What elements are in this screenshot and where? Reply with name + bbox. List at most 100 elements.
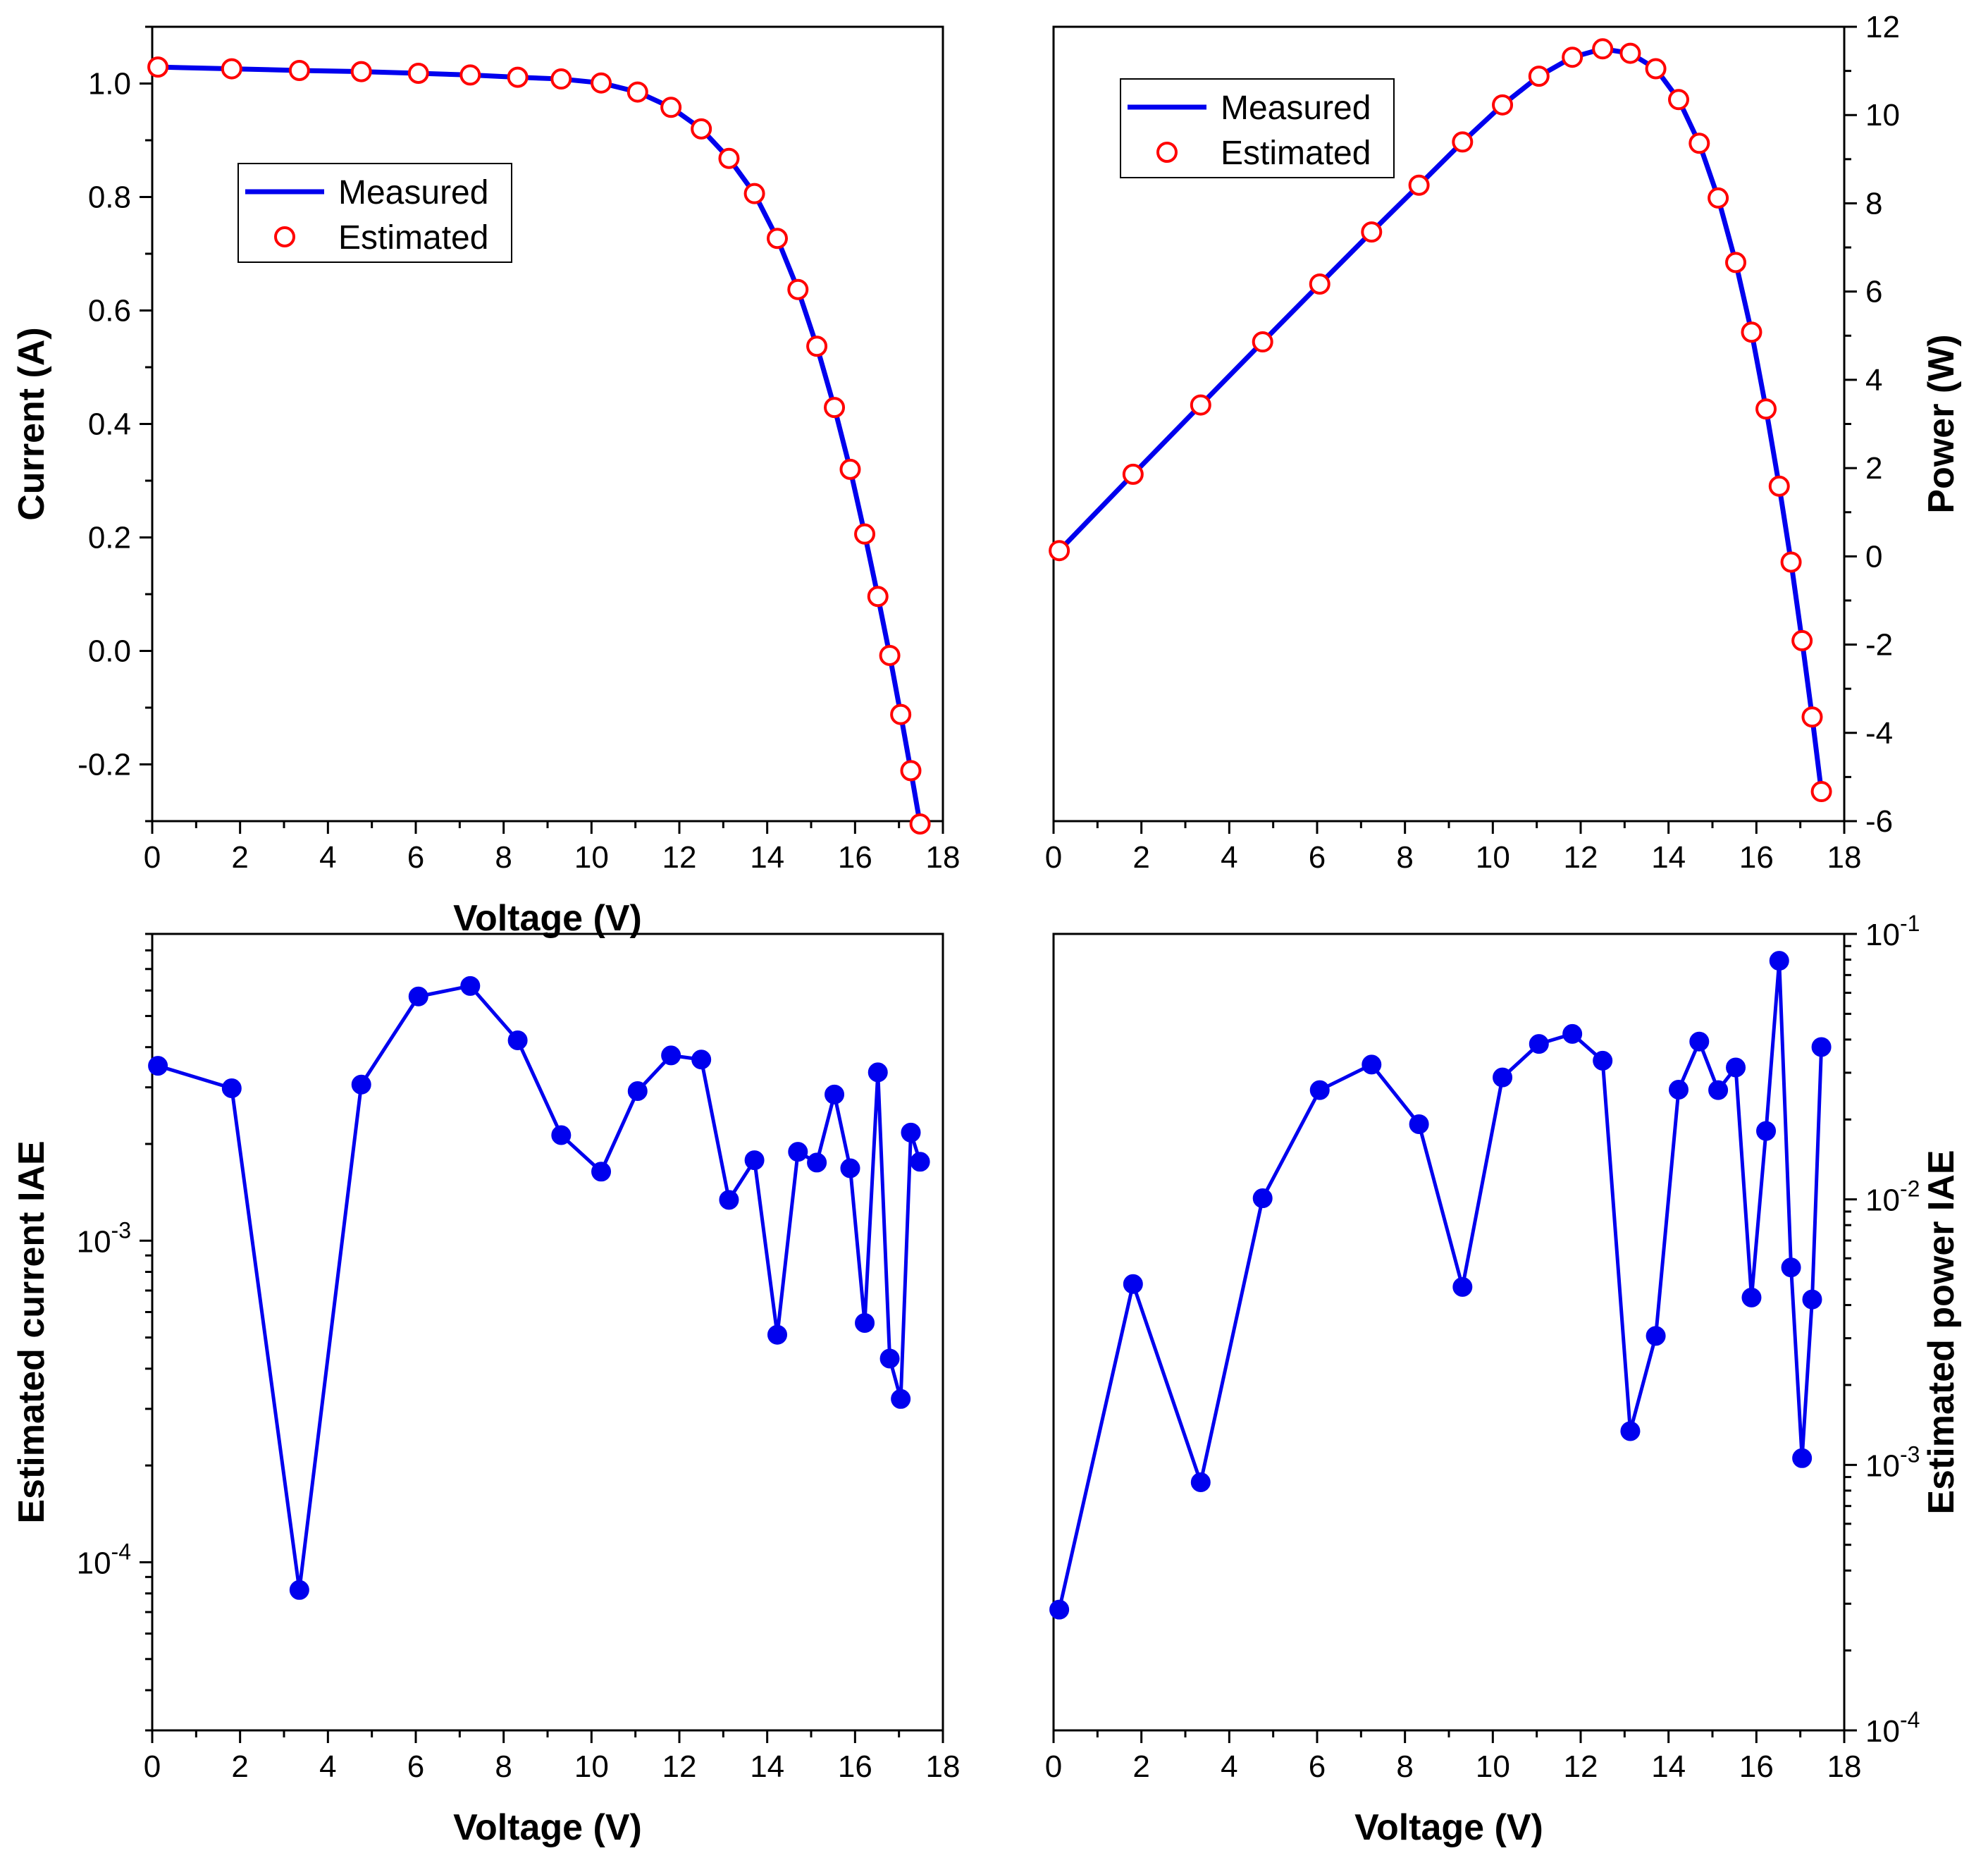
estimated-marker bbox=[147, 56, 169, 78]
x-tick-label: 10 bbox=[574, 1749, 609, 1784]
x-tick-label: 4 bbox=[1221, 1749, 1237, 1784]
estimated-marker bbox=[1361, 221, 1383, 243]
iae-marker bbox=[1562, 1023, 1583, 1044]
x-tick-label: 0 bbox=[1045, 1749, 1062, 1784]
estimated-marker bbox=[1780, 551, 1802, 573]
estimated-marker bbox=[1190, 394, 1211, 416]
x-tick-label: 12 bbox=[662, 1749, 697, 1784]
x-tick-label: 0 bbox=[1045, 840, 1062, 875]
iae-marker bbox=[627, 1081, 648, 1102]
x-tick-label: 0 bbox=[144, 840, 161, 875]
iae-marker bbox=[879, 1348, 900, 1369]
estimated-marker bbox=[1768, 475, 1790, 497]
y-tick-label: 2 bbox=[1865, 451, 1882, 486]
estimated-marker bbox=[824, 397, 846, 419]
estimated-marker bbox=[1408, 174, 1430, 196]
x-tick-label: 4 bbox=[319, 840, 336, 875]
y-tick-label: -6 bbox=[1865, 804, 1893, 839]
x-tick-label: 18 bbox=[926, 840, 961, 875]
estimated-marker bbox=[718, 147, 740, 169]
x-tick-label: 2 bbox=[231, 1749, 248, 1784]
x-axis-title: Voltage (V) bbox=[453, 898, 642, 939]
estimated-marker bbox=[1801, 706, 1823, 728]
x-tick-label: 14 bbox=[750, 1749, 784, 1784]
y-tick-base: 10 bbox=[77, 1546, 111, 1580]
estimated-marker bbox=[1755, 398, 1777, 420]
estimated-marker bbox=[660, 97, 682, 118]
iae-marker bbox=[1409, 1114, 1429, 1134]
y-tick-label: 1.0 bbox=[88, 67, 131, 101]
estimated-marker bbox=[591, 72, 612, 94]
y-tick-label: 8 bbox=[1865, 186, 1882, 221]
estimated-marker bbox=[890, 703, 912, 725]
iae-marker bbox=[868, 1062, 888, 1083]
y-tick-exponent: -3 bbox=[1900, 1441, 1920, 1467]
iae-marker bbox=[1123, 1274, 1143, 1294]
iae-marker bbox=[1593, 1050, 1613, 1071]
estimated-marker bbox=[1592, 38, 1614, 60]
chart-current-voltage: 0 2 4 6 8 10 12 14 16 18 -0.2 0.0 0.2 0.4 0.6 0.8 1.0 Vol… bbox=[11, 25, 961, 939]
y-tick-base: 10 bbox=[1865, 1714, 1900, 1749]
estimated-marker bbox=[839, 458, 861, 480]
y-tick-label: -2 bbox=[1865, 628, 1893, 663]
x-tick-label: 6 bbox=[1309, 1749, 1326, 1784]
y-tick-label: 10 bbox=[1865, 98, 1900, 133]
estimated-marker bbox=[767, 228, 789, 250]
y-tick-label: 10-4 bbox=[1865, 1707, 1920, 1749]
iae-marker bbox=[691, 1050, 712, 1070]
y-tick-label: 6 bbox=[1865, 275, 1882, 309]
y-tick-label: 10-4 bbox=[77, 1539, 131, 1580]
legend-label-estimated: Estimated bbox=[1221, 135, 1371, 172]
x-tick-label: 10 bbox=[1476, 1749, 1510, 1784]
x-tick-label: 10 bbox=[574, 840, 609, 875]
iae-marker bbox=[1452, 1276, 1473, 1297]
iae-marker bbox=[855, 1312, 875, 1333]
iae-marker bbox=[767, 1324, 788, 1345]
estimated-marker bbox=[867, 586, 889, 608]
x-tick-label: 6 bbox=[1309, 840, 1326, 875]
iae-marker bbox=[551, 1125, 572, 1145]
y-tick-label: -4 bbox=[1865, 716, 1893, 751]
y-tick-label: 12 bbox=[1865, 10, 1900, 44]
y-tick-exponent: -3 bbox=[111, 1217, 131, 1243]
x-tick-label: 0 bbox=[144, 1749, 161, 1784]
y-tick-label: 10-3 bbox=[77, 1217, 131, 1259]
y-axis-title: Power (W) bbox=[1921, 334, 1962, 513]
estimated-marker bbox=[1810, 781, 1832, 803]
y-axis-title: Estimated current IAE bbox=[11, 1140, 52, 1523]
iae-marker bbox=[1811, 1037, 1832, 1057]
x-tick-label: 10 bbox=[1476, 840, 1510, 875]
x-tick-label: 14 bbox=[1651, 840, 1686, 875]
y-axis-title: Estimated power IAE bbox=[1921, 1150, 1962, 1514]
x-tick-label: 8 bbox=[1396, 1749, 1413, 1784]
iae-marker bbox=[901, 1122, 921, 1143]
iae-marker bbox=[1792, 1448, 1813, 1468]
iae-marker bbox=[910, 1152, 930, 1172]
iae-marker bbox=[1493, 1067, 1513, 1088]
iae-marker bbox=[1689, 1031, 1710, 1052]
iae-marker bbox=[825, 1084, 845, 1104]
iae-marker bbox=[591, 1162, 612, 1182]
x-tick-label: 16 bbox=[838, 840, 872, 875]
legend-label-measured: Measured bbox=[338, 174, 488, 211]
iae-marker bbox=[1781, 1257, 1801, 1278]
y-tick-base: 10 bbox=[1865, 918, 1900, 952]
estimated-marker bbox=[550, 68, 572, 90]
y-tick-base: 10 bbox=[1865, 1448, 1900, 1483]
iae-marker bbox=[807, 1152, 827, 1173]
iae-marker bbox=[148, 1056, 168, 1076]
y-tick-exponent: -4 bbox=[1900, 1707, 1920, 1732]
x-tick-label: 6 bbox=[407, 1749, 424, 1784]
x-axis-title: Voltage (V) bbox=[453, 1807, 642, 1848]
x-tick-label: 14 bbox=[1651, 1749, 1686, 1784]
estimated-marker bbox=[787, 278, 809, 300]
y-tick-label: -0.2 bbox=[78, 748, 131, 782]
estimated-marker bbox=[806, 336, 828, 357]
x-tick-label: 18 bbox=[926, 1749, 961, 1784]
estimated-marker bbox=[1668, 89, 1690, 111]
x-tick-label: 12 bbox=[1564, 1749, 1598, 1784]
iae-marker bbox=[719, 1190, 739, 1210]
